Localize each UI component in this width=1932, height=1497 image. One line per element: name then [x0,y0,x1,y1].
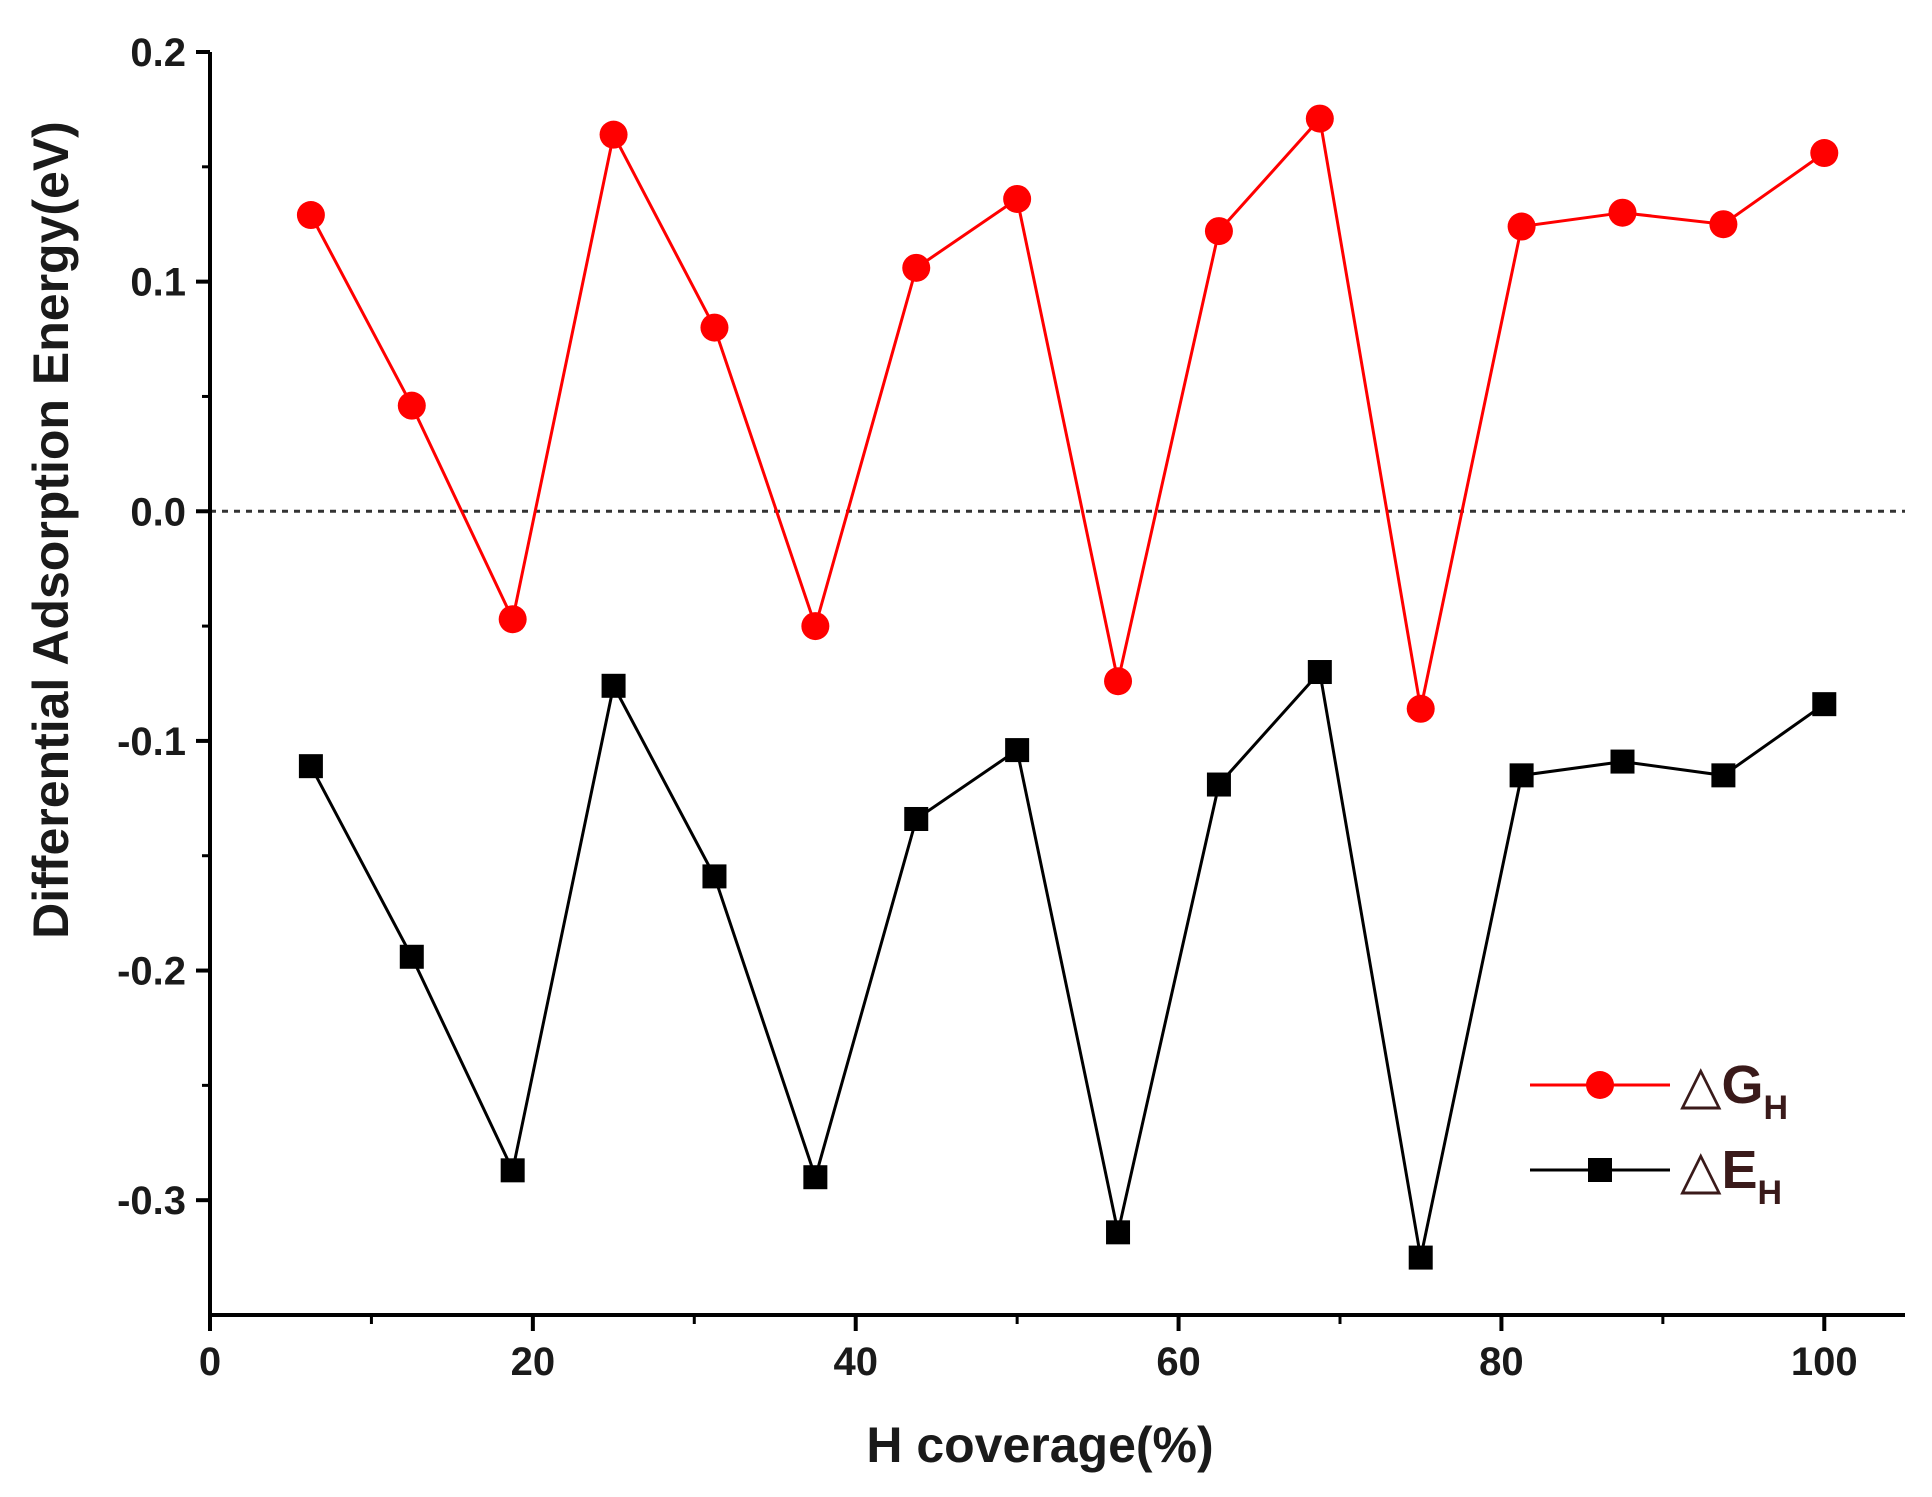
data-point-delta-g [1104,667,1133,696]
data-point-delta-g [1608,198,1637,227]
y-tick-label: -0.2 [117,950,186,994]
plot-area: -0.3 -0.2 -0.1 0.0 0.1 0.2 0 20 40 60 80 100 [117,31,1905,1384]
y-axis-title: Differential Adsorption Energy(eV) [23,121,79,939]
data-point-delta-g [1507,212,1536,241]
data-point-delta-e [298,754,323,779]
data-point-delta-g [498,605,527,634]
data-point-delta-e [1509,763,1534,788]
data-point-delta-g [801,612,830,641]
data-point-delta-e [803,1165,828,1190]
data-point-delta-e [702,864,727,889]
data-point-delta-e [500,1158,525,1183]
legend: △GH△EH [1530,1055,1788,1212]
x-axis-ticks: 0 20 40 60 80 100 [199,1315,1858,1384]
legend-label-subscript: H [1764,1089,1789,1127]
legend-marker-circle [1586,1071,1614,1099]
data-point-delta-g [1305,104,1334,133]
legend-label-delta-g: △GH [1680,1055,1788,1127]
data-point-delta-e [1711,763,1736,788]
y-tick-label: 0.2 [130,31,186,75]
legend-item-delta-g: △GH [1530,1055,1788,1127]
x-tick-label: 40 [833,1340,878,1384]
data-point-delta-g [1003,184,1032,213]
data-point-delta-e [1408,1245,1433,1270]
legend-label-delta-e: △EH [1680,1140,1782,1212]
series-line-delta-e [309,668,1826,1258]
legend-item-delta-e: △EH [1530,1140,1782,1212]
y-tick-label: -0.3 [117,1179,186,1223]
series-line-delta-g [309,115,1826,710]
data-point-delta-g [1204,217,1233,246]
y-tick-label: 0.1 [130,261,186,305]
data-point-delta-g [902,253,931,282]
data-point-delta-g [1709,210,1738,239]
series-layer [296,104,1839,1270]
data-point-delta-g [397,391,426,420]
data-point-delta-e [601,673,626,698]
data-point-delta-e [1005,738,1030,763]
data-point-delta-g [599,120,628,149]
data-point-delta-e [1206,772,1231,797]
data-point-delta-e [399,944,424,969]
x-axis-title: H coverage(%) [866,1417,1213,1473]
data-point-delta-e [1812,692,1837,717]
y-tick-label: 0.0 [130,490,186,534]
x-tick-label: 60 [1156,1340,1201,1384]
x-tick-label: 100 [1791,1340,1858,1384]
legend-label-main: △E [1680,1140,1758,1200]
legend-label-subscript: H [1758,1174,1783,1212]
legend-label-main: △G [1680,1055,1764,1115]
x-tick-label: 20 [511,1340,556,1384]
data-point-delta-e [904,806,929,831]
series-delta-g [296,104,1839,723]
data-point-delta-e [1106,1220,1131,1245]
y-tick-label: -0.1 [117,720,186,764]
y-axis-ticks: -0.3 -0.2 -0.1 0.0 0.1 0.2 [117,31,210,1223]
data-point-delta-g [1810,139,1839,168]
series-delta-e [298,660,1837,1270]
data-point-delta-e [1307,660,1332,685]
x-tick-label: 0 [199,1340,221,1384]
data-point-delta-g [700,313,729,342]
legend-marker-square [1588,1158,1612,1182]
data-point-delta-g [1406,694,1435,723]
x-tick-label: 80 [1479,1340,1524,1384]
data-point-delta-g [296,201,325,230]
data-point-delta-e [1610,749,1635,774]
